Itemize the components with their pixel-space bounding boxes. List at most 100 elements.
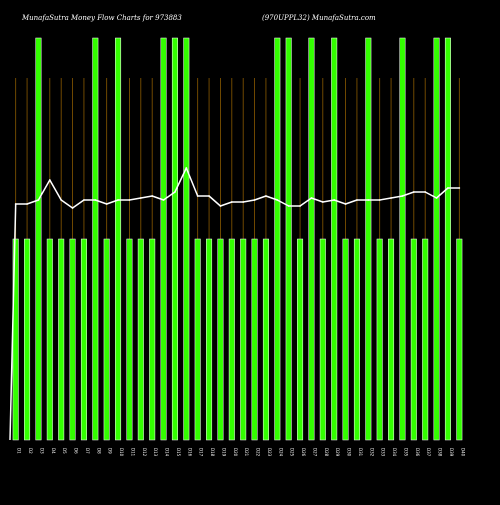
bar (319, 238, 326, 441)
line-point (424, 191, 427, 193)
line-point (219, 205, 222, 207)
bar (399, 37, 406, 441)
bar (422, 238, 429, 441)
bar (194, 238, 201, 441)
line-point (447, 187, 449, 189)
x-tick-label: D13 (153, 448, 158, 457)
bar (35, 37, 42, 441)
line-point (60, 199, 63, 201)
bar (126, 238, 133, 441)
x-tick-label: D26 (301, 448, 306, 457)
x-tick-label: D12 (142, 448, 147, 457)
bar (183, 37, 190, 441)
bar (217, 238, 224, 441)
bar (274, 37, 281, 441)
x-tick-label: D39 (449, 448, 454, 457)
line-point (94, 199, 97, 201)
bar (456, 238, 463, 441)
x-tick-label: D2 (28, 448, 33, 454)
bar (69, 238, 76, 441)
line-point (321, 201, 324, 203)
line-point (174, 191, 176, 193)
line-point (401, 195, 404, 197)
line-point (48, 179, 51, 181)
bar (24, 238, 31, 441)
x-tick-label: D10 (119, 448, 124, 457)
x-tick-label: D16 (187, 448, 192, 457)
bar (160, 37, 167, 441)
bar (376, 238, 383, 441)
line-point (458, 187, 461, 189)
line-point (208, 195, 210, 197)
x-tick-label: D17 (199, 448, 204, 457)
bar (433, 37, 440, 441)
line-point (287, 205, 290, 207)
x-tick-label: D38 (438, 448, 443, 457)
line-point (356, 199, 358, 201)
bar (262, 238, 269, 441)
x-tick-label: D18 (210, 448, 215, 457)
x-tick-label: D23 (267, 448, 272, 457)
x-tick-label: D24 (278, 448, 283, 457)
line-point (435, 197, 438, 199)
line-point (265, 195, 267, 197)
bar (46, 238, 53, 441)
x-tick-label: D31 (358, 448, 363, 457)
x-tick-label: D5 (62, 448, 67, 454)
x-tick-label: D21 (244, 448, 249, 457)
bar (308, 37, 315, 441)
line-point (105, 203, 108, 205)
line-point (26, 203, 28, 205)
line-point (71, 207, 74, 209)
bar (285, 37, 292, 441)
x-tick-label: D19 (221, 448, 226, 457)
bar (228, 238, 235, 441)
bar (58, 238, 65, 441)
line-point (139, 197, 142, 199)
x-tick-label: D22 (256, 448, 261, 457)
x-tick-label: D11 (130, 448, 135, 457)
bar (103, 238, 110, 441)
line-point (299, 205, 301, 207)
bar (388, 238, 395, 441)
chart-title: MunafaSutra Money Flow Charts for 973883 (22, 14, 182, 22)
line-point (230, 201, 233, 203)
bar (115, 37, 122, 441)
bar (410, 238, 417, 441)
x-tick-label: D28 (324, 448, 329, 457)
line-point (151, 195, 154, 197)
x-tick-label: D8 (96, 448, 101, 454)
line-point (276, 199, 279, 201)
bar (240, 238, 247, 441)
line-point (242, 201, 245, 203)
bar (171, 37, 178, 441)
x-tick-label: D7 (85, 448, 90, 454)
line-point (378, 199, 381, 201)
line-point (310, 197, 313, 199)
line-point (196, 195, 199, 197)
line-point (83, 199, 85, 201)
line-point (128, 199, 131, 201)
bar (149, 238, 156, 441)
x-tick-label: D14 (165, 448, 170, 457)
x-tick-label: D30 (347, 448, 352, 457)
x-tick-label: D1 (17, 448, 22, 454)
bar (80, 238, 87, 441)
line-point (412, 191, 415, 193)
x-tick-label: D4 (51, 448, 56, 454)
x-tick-label: D15 (176, 448, 181, 457)
bar (206, 238, 213, 441)
x-tick-label: D3 (39, 448, 44, 454)
bar (353, 238, 360, 441)
bar (365, 37, 372, 441)
x-tick-label: D9 (108, 448, 113, 454)
x-tick-label: D40 (460, 448, 465, 457)
line-point (37, 199, 40, 201)
line-point (390, 197, 392, 199)
line-point (344, 203, 347, 205)
line-point (117, 199, 119, 201)
line-point (367, 199, 370, 201)
x-tick-label: D36 (415, 448, 420, 457)
